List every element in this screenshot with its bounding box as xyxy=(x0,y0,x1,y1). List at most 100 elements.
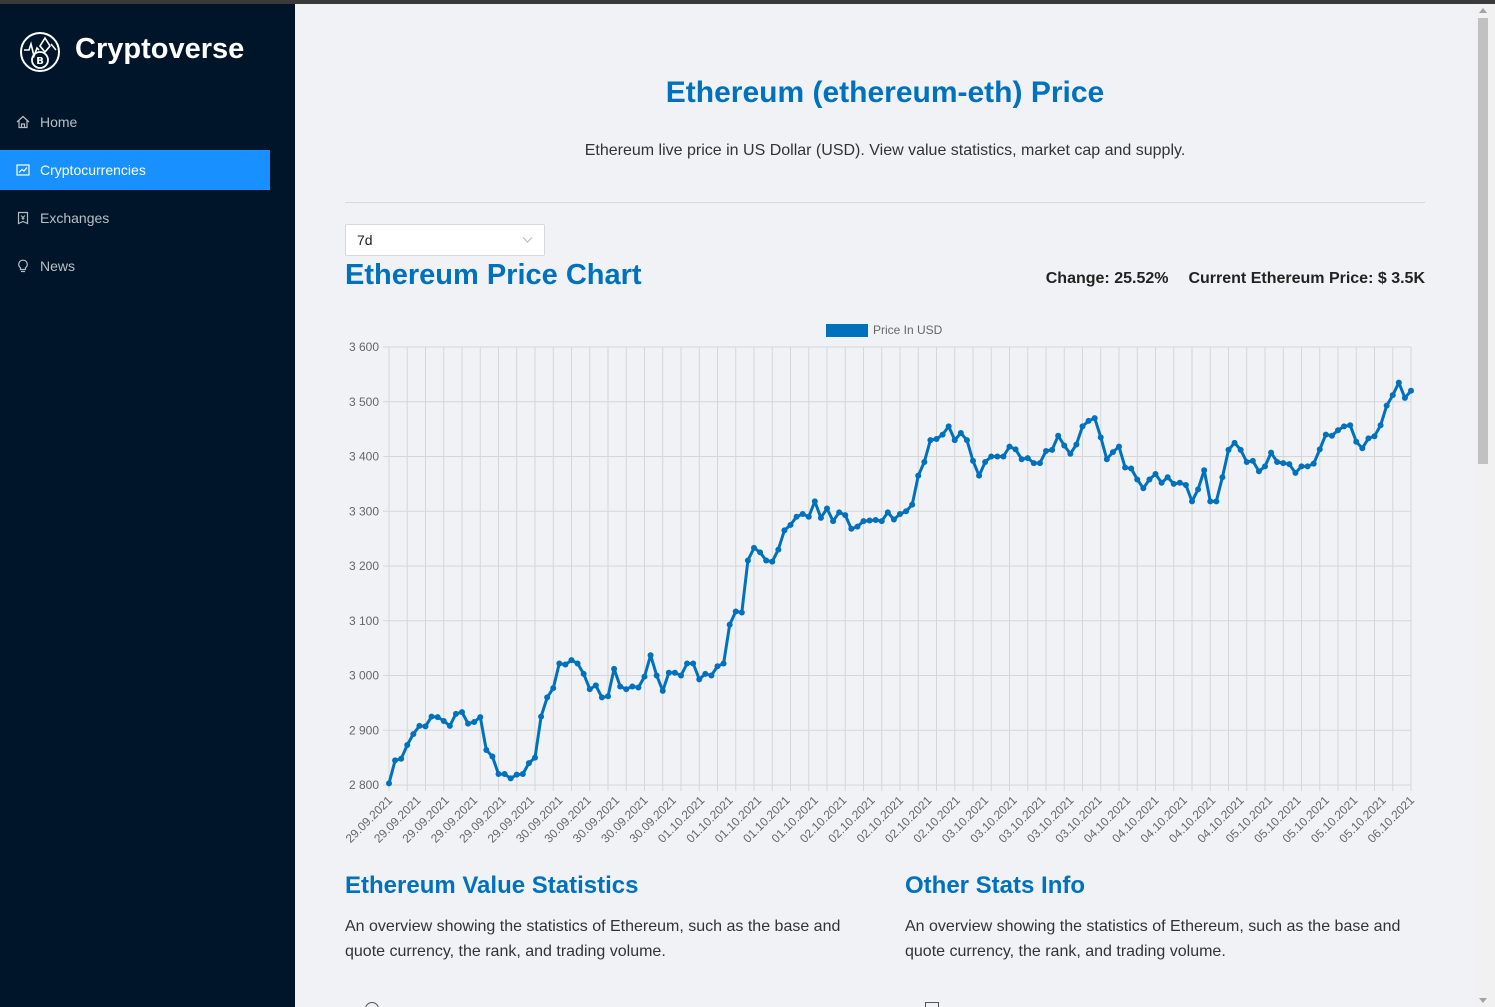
price-data-point xyxy=(1268,449,1275,456)
price-data-point xyxy=(805,513,812,520)
time-period-select[interactable]: 7d xyxy=(345,224,545,256)
price-data-point xyxy=(1231,439,1238,446)
price-data-point xyxy=(556,660,563,667)
price-data-point xyxy=(635,684,642,691)
sidebar-item-home[interactable]: Home xyxy=(0,102,270,142)
price-data-point xyxy=(1255,468,1262,475)
price-data-point xyxy=(872,517,879,524)
price-data-point xyxy=(787,521,794,528)
price-data-point xyxy=(897,510,903,517)
price-data-point xyxy=(538,713,545,720)
chevron-down-icon xyxy=(522,237,533,243)
price-data-point xyxy=(824,505,830,512)
price-data-point xyxy=(459,709,465,716)
price-data-point xyxy=(1043,448,1049,455)
page-scrollbar[interactable] xyxy=(1475,4,1495,1007)
price-data-point xyxy=(830,518,837,525)
scroll-up-arrow-icon[interactable] xyxy=(1479,8,1487,13)
price-data-point xyxy=(1030,460,1037,467)
price-data-point xyxy=(903,508,910,515)
price-data-point xyxy=(1182,481,1189,488)
price-data-point xyxy=(1401,394,1408,401)
price-data-point xyxy=(404,742,411,749)
price-data-point xyxy=(1335,427,1341,434)
sidebar-item-cryptocurrencies[interactable]: Cryptocurrencies xyxy=(0,150,270,190)
price-data-point xyxy=(744,557,751,564)
other-stats-text: An overview showing the statistics of Et… xyxy=(905,918,1401,960)
price-data-point xyxy=(702,670,709,677)
price-data-point xyxy=(696,676,703,683)
price-data-point xyxy=(392,757,399,764)
price-data-point xyxy=(1176,479,1183,486)
price-data-point xyxy=(921,458,928,465)
y-tick-label: 3 200 xyxy=(349,559,379,573)
sidebar-menu: Home Cryptocurrencies Exchanges News xyxy=(0,102,270,294)
price-data-point xyxy=(659,687,666,694)
price-data-point xyxy=(933,435,940,442)
price-data-point xyxy=(574,660,581,667)
logo[interactable]: B Cryptoverse xyxy=(18,30,244,74)
price-data-point xyxy=(1189,498,1195,505)
price-data-point xyxy=(562,661,569,668)
price-data-point xyxy=(1140,485,1147,492)
price-data-point xyxy=(878,518,885,525)
scrollbar-thumb[interactable] xyxy=(1478,18,1488,464)
main-content: Ethereum (ethereum-eth) Price Ethereum l… xyxy=(295,4,1475,1007)
price-data-point xyxy=(580,670,587,677)
stat-icon-peek xyxy=(365,1002,379,1007)
price-data-point xyxy=(763,557,770,564)
sidebar-item-exchanges[interactable]: Exchanges xyxy=(0,198,270,238)
price-data-point xyxy=(1164,474,1171,481)
price-data-point xyxy=(1310,460,1317,467)
price-data-point xyxy=(1097,434,1104,441)
price-data-point xyxy=(489,753,496,760)
price-data-point xyxy=(738,609,745,616)
price-data-point xyxy=(1213,498,1220,505)
price-line-chart: Price In USD 3 600 3 500 3 400 3 300 3 200 3 1… xyxy=(345,323,1417,846)
scroll-down-arrow-icon[interactable] xyxy=(1479,998,1487,1003)
value-stats-text: An overview showing the statistics of Et… xyxy=(345,918,841,960)
price-data-point xyxy=(909,501,916,508)
price-data-point xyxy=(1377,422,1384,429)
price-data-point xyxy=(1237,446,1244,453)
price-data-point xyxy=(1389,392,1396,399)
price-data-point xyxy=(866,517,873,524)
price-data-point xyxy=(665,669,672,676)
price-data-point xyxy=(1298,463,1305,470)
money-collect-icon xyxy=(17,211,29,225)
price-data-point xyxy=(617,683,624,690)
sidebar-item-label: Cryptocurrencies xyxy=(40,162,146,178)
price-data-point xyxy=(1146,476,1153,483)
price-data-point xyxy=(1286,461,1293,468)
price-data-point xyxy=(647,652,654,659)
app-title[interactable]: Cryptoverse xyxy=(75,32,245,65)
price-data-point xyxy=(1347,422,1354,429)
price-data-point xyxy=(781,527,788,534)
price-data-point xyxy=(611,665,618,672)
price-data-point xyxy=(623,686,630,693)
price-data-point xyxy=(483,746,490,753)
price-data-point xyxy=(1383,402,1390,409)
sidebar: B Cryptoverse Home Cryptocurrencies Exch… xyxy=(0,4,295,1007)
price-data-point xyxy=(525,760,532,767)
sidebar-item-news[interactable]: News xyxy=(0,246,270,286)
price-data-point xyxy=(416,722,423,729)
price-data-point xyxy=(890,516,897,523)
price-data-point xyxy=(1000,453,1007,460)
price-data-point xyxy=(544,694,551,701)
y-tick-label: 3 600 xyxy=(349,340,379,354)
price-data-point xyxy=(1395,379,1402,386)
price-data-point xyxy=(1353,438,1360,445)
chart-title: Ethereum Price Chart xyxy=(345,259,642,291)
price-data-point xyxy=(1274,458,1281,465)
price-data-point xyxy=(1073,441,1080,448)
price-data-point xyxy=(684,660,691,667)
legend-swatch xyxy=(826,324,868,337)
price-data-point xyxy=(1249,457,1256,464)
price-data-point xyxy=(629,683,636,690)
legend-label: Price In USD xyxy=(873,323,943,337)
page-subtitle: Ethereum live price in US Dollar (USD). … xyxy=(584,142,1186,159)
price-data-point xyxy=(1067,450,1074,457)
price-data-point xyxy=(398,755,405,762)
price-data-point xyxy=(1012,446,1019,453)
